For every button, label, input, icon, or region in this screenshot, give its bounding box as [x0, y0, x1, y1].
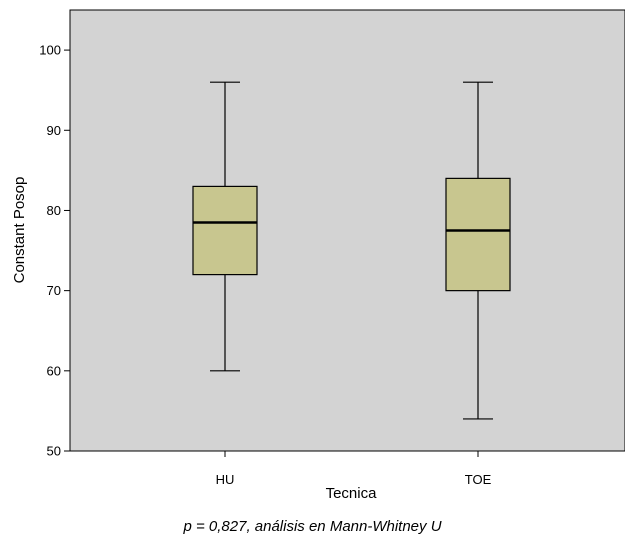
box-toe	[445, 81, 511, 420]
y-tick-label: 90	[47, 123, 61, 138]
interquartile-box	[192, 185, 258, 276]
y-tick-label: 60	[47, 363, 61, 378]
y-tick-label: 100	[39, 43, 61, 58]
y-tick-label: 70	[47, 283, 61, 298]
plot-area	[69, 9, 625, 452]
x-axis-title: Tecnica	[326, 485, 378, 502]
y-tick-label: 80	[47, 203, 61, 218]
y-axis-title: Constant Posop	[11, 177, 28, 284]
box-hu	[192, 81, 258, 372]
box-layer	[192, 81, 511, 420]
x-tick-label: HU	[216, 472, 235, 487]
axis-layer: 50 60 70 80 90 100 HU TOE	[39, 43, 491, 487]
y-tick-label: 50	[47, 444, 61, 459]
caption: p = 0,827, análisis en Mann-Whitney U	[183, 518, 442, 535]
x-tick-label: TOE	[465, 472, 492, 487]
box-plot-chart: 50 60 70 80 90 100 HU TOE Tecnica Constant Poso…	[11, 9, 625, 502]
interquartile-box	[445, 177, 511, 292]
